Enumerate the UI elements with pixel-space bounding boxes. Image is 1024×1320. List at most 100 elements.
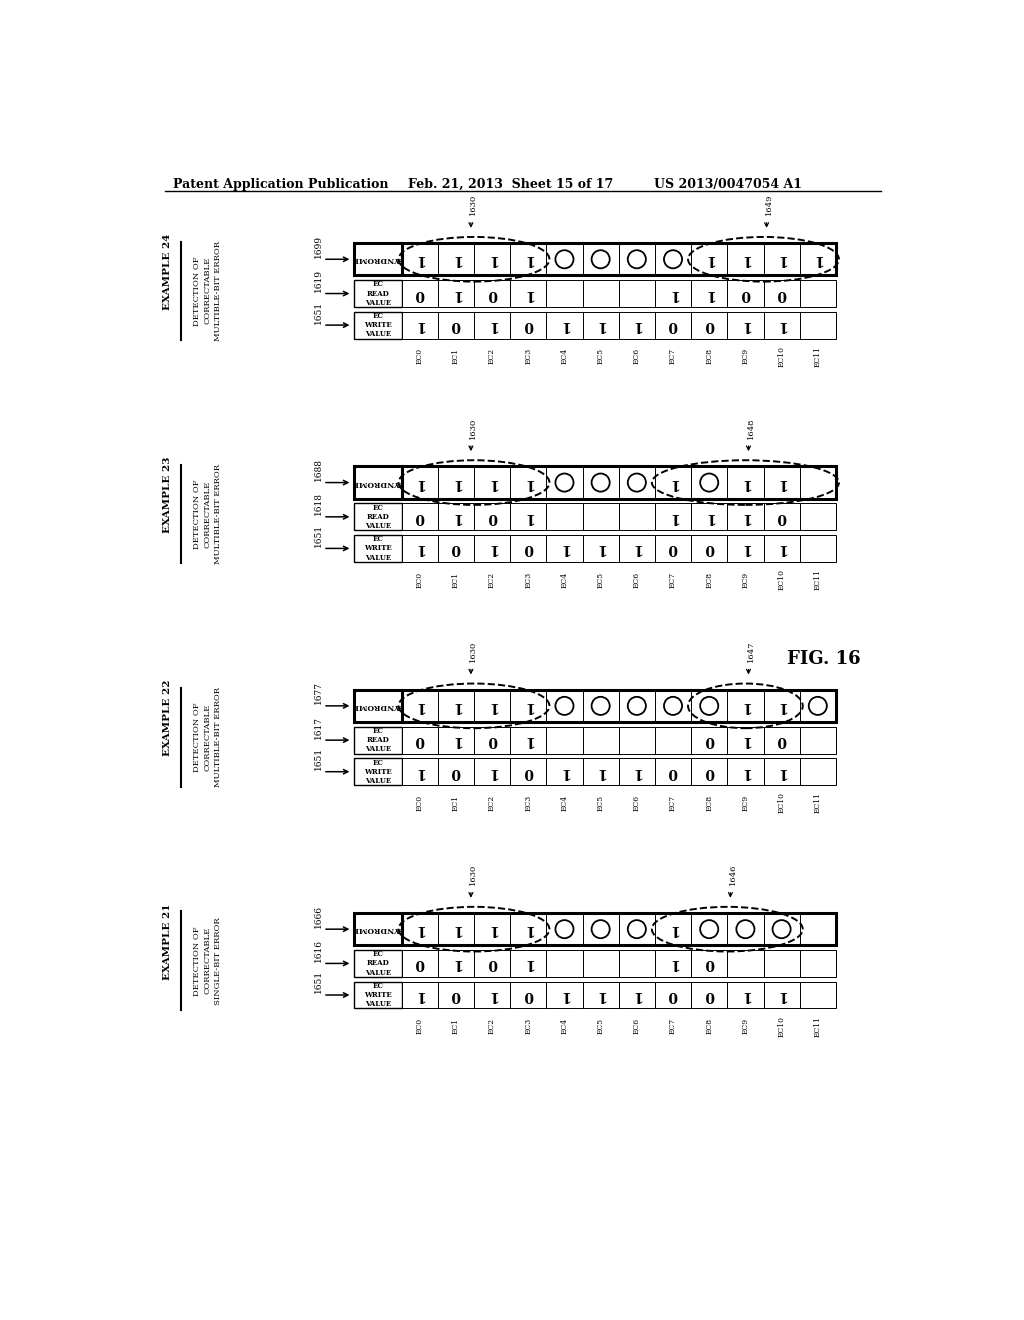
Text: DETECTION OF
CORRECTABLE
SINGLE-BIT ERROR: DETECTION OF CORRECTABLE SINGLE-BIT ERRO… (194, 917, 221, 1005)
Bar (618, 758, 655, 785)
Bar (438, 503, 474, 531)
Bar (474, 726, 510, 754)
Bar (401, 950, 438, 977)
Bar (583, 280, 618, 308)
Text: EC
WRITE
VALUE: EC WRITE VALUE (364, 759, 391, 785)
Bar (547, 280, 583, 308)
Text: EC5: EC5 (597, 795, 604, 810)
Text: 1688: 1688 (314, 458, 323, 480)
Bar (764, 950, 800, 977)
Text: 1: 1 (813, 252, 822, 267)
Bar (727, 535, 764, 562)
Bar (354, 689, 836, 722)
Text: EXAMPLE 22: EXAMPLE 22 (163, 680, 172, 756)
Text: 1: 1 (559, 764, 569, 779)
Text: 0: 0 (705, 957, 714, 970)
Text: 0: 0 (705, 733, 714, 747)
Text: 0: 0 (523, 541, 534, 556)
Text: EC5: EC5 (597, 572, 604, 587)
Text: 1: 1 (523, 286, 534, 301)
Bar (438, 535, 474, 562)
Text: EC1: EC1 (452, 1018, 460, 1035)
Bar (655, 726, 691, 754)
Text: DETECTION OF
CORRECTABLE
MULTIBLE-BIT ERROR: DETECTION OF CORRECTABLE MULTIBLE-BIT ER… (194, 240, 221, 341)
Text: FIG. 16: FIG. 16 (786, 649, 860, 668)
Bar (401, 312, 438, 339)
Text: 0: 0 (487, 286, 497, 301)
Text: 1: 1 (523, 698, 534, 713)
Text: EC
WRITE
VALUE: EC WRITE VALUE (364, 535, 391, 561)
Text: EC0: EC0 (416, 572, 424, 587)
Bar (800, 982, 836, 1008)
Text: 0: 0 (705, 987, 714, 1002)
Text: 1: 1 (777, 764, 786, 779)
Text: EC2: EC2 (488, 572, 496, 587)
Bar (474, 982, 510, 1008)
Bar (691, 758, 727, 785)
Bar (474, 312, 510, 339)
Text: 1: 1 (740, 764, 751, 779)
Text: EC6: EC6 (633, 1018, 641, 1035)
Text: 0: 0 (777, 733, 786, 747)
Bar (510, 535, 547, 562)
Text: 1: 1 (451, 510, 461, 524)
Text: 1: 1 (596, 318, 605, 333)
Text: 1651: 1651 (314, 524, 323, 546)
Bar (438, 312, 474, 339)
Text: 0: 0 (415, 510, 425, 524)
Text: 1699: 1699 (314, 235, 323, 257)
Text: 1: 1 (451, 286, 461, 301)
Text: 1: 1 (523, 923, 534, 936)
Bar (354, 280, 401, 308)
Bar (547, 503, 583, 531)
Text: US 2013/0047054 A1: US 2013/0047054 A1 (654, 178, 802, 190)
Text: 1: 1 (487, 541, 497, 556)
Text: EC4: EC4 (560, 572, 568, 587)
Text: 0: 0 (487, 510, 497, 524)
Bar (354, 535, 401, 562)
Bar (354, 726, 401, 754)
Text: 1: 1 (415, 541, 425, 556)
Text: 1630: 1630 (469, 865, 477, 886)
Bar (800, 503, 836, 531)
Text: 1: 1 (777, 541, 786, 556)
Bar (354, 982, 401, 1008)
Text: EC7: EC7 (669, 348, 677, 364)
Bar (764, 503, 800, 531)
Text: EC8: EC8 (706, 348, 713, 364)
Bar (583, 535, 618, 562)
Text: 1: 1 (415, 318, 425, 333)
Text: 1666: 1666 (314, 904, 323, 928)
Bar (354, 503, 401, 531)
Text: 0: 0 (452, 318, 461, 333)
Text: 0: 0 (669, 987, 678, 1002)
Text: 1: 1 (668, 923, 678, 936)
Text: EC11: EC11 (814, 792, 822, 813)
Text: 1: 1 (451, 733, 461, 747)
Text: 1: 1 (705, 510, 714, 524)
Text: 1: 1 (668, 510, 678, 524)
Bar (401, 535, 438, 562)
Bar (800, 950, 836, 977)
Text: 1651: 1651 (314, 747, 323, 770)
Bar (800, 535, 836, 562)
Text: 1619: 1619 (314, 269, 323, 292)
Bar (510, 280, 547, 308)
Text: EC
READ
VALUE: EC READ VALUE (365, 950, 391, 977)
Bar (800, 758, 836, 785)
Bar (354, 312, 401, 339)
Bar (655, 280, 691, 308)
Text: 1: 1 (451, 923, 461, 936)
Bar (438, 758, 474, 785)
Text: EC1: EC1 (452, 348, 460, 364)
Bar (618, 312, 655, 339)
Bar (401, 503, 438, 531)
Text: DETECTION OF
CORRECTABLE
MULTIBLE-BIT ERROR: DETECTION OF CORRECTABLE MULTIBLE-BIT ER… (194, 688, 221, 788)
Text: SYNDROME: SYNDROME (352, 925, 403, 933)
Text: EC1: EC1 (452, 572, 460, 587)
Text: 1: 1 (596, 541, 605, 556)
Text: 1651: 1651 (314, 970, 323, 994)
Text: 1: 1 (451, 957, 461, 970)
Bar (474, 535, 510, 562)
Bar (354, 758, 401, 785)
